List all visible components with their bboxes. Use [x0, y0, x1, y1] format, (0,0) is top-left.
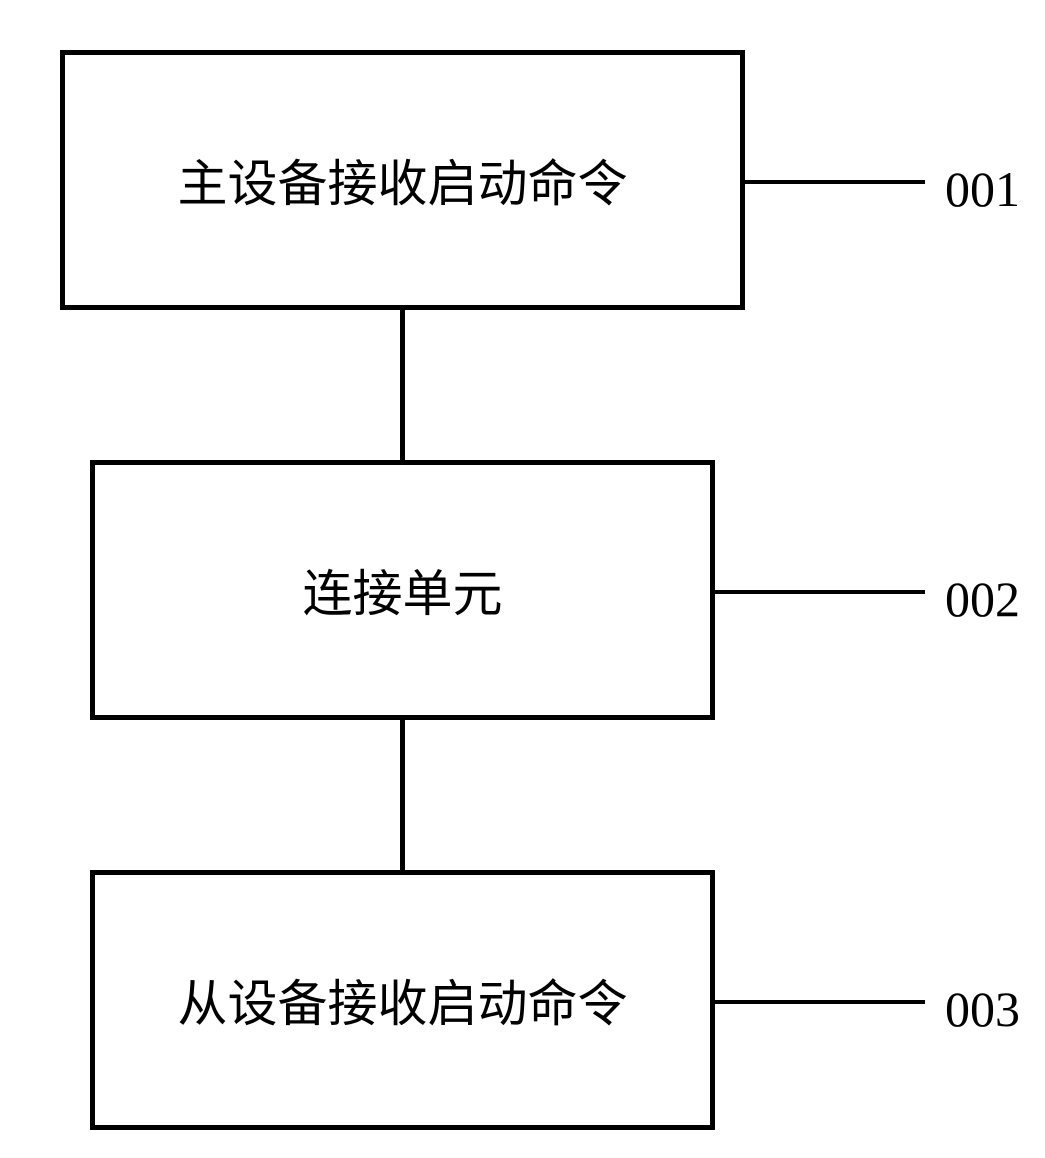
flowchart-node-2: 连接单元: [90, 460, 715, 720]
label-line-1: [745, 180, 925, 184]
node-2-label: 002: [945, 570, 1020, 628]
flowchart-node-1: 主设备接收启动命令: [60, 50, 745, 310]
node-1-label: 001: [945, 160, 1020, 218]
node-1-text: 主设备接收启动命令: [178, 144, 628, 216]
node-3-text: 从设备接收启动命令: [178, 964, 628, 1036]
label-line-3: [715, 1000, 925, 1004]
connector-2-3: [400, 720, 405, 870]
node-3-label: 003: [945, 980, 1020, 1038]
flowchart-node-3: 从设备接收启动命令: [90, 870, 715, 1130]
node-2-text: 连接单元: [303, 554, 503, 626]
label-line-2: [715, 590, 925, 594]
connector-1-2: [400, 310, 405, 460]
